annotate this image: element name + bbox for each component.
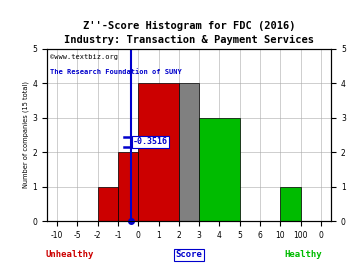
Bar — [280, 187, 301, 221]
Y-axis label: Number of companies (15 total): Number of companies (15 total) — [23, 82, 30, 188]
Bar — [179, 83, 199, 221]
Bar — [118, 152, 138, 221]
Bar — [138, 83, 179, 221]
Bar — [98, 187, 118, 221]
Bar — [199, 118, 240, 221]
Text: The Research Foundation of SUNY: The Research Foundation of SUNY — [50, 69, 181, 75]
Text: ©www.textbiz.org: ©www.textbiz.org — [50, 54, 118, 60]
Text: Score: Score — [176, 250, 202, 259]
Text: -0.3516: -0.3516 — [133, 137, 168, 146]
Text: Healthy: Healthy — [284, 250, 321, 259]
Text: Unhealthy: Unhealthy — [45, 250, 94, 259]
Title: Z''-Score Histogram for FDC (2016)
Industry: Transaction & Payment Services: Z''-Score Histogram for FDC (2016) Indus… — [64, 21, 314, 45]
